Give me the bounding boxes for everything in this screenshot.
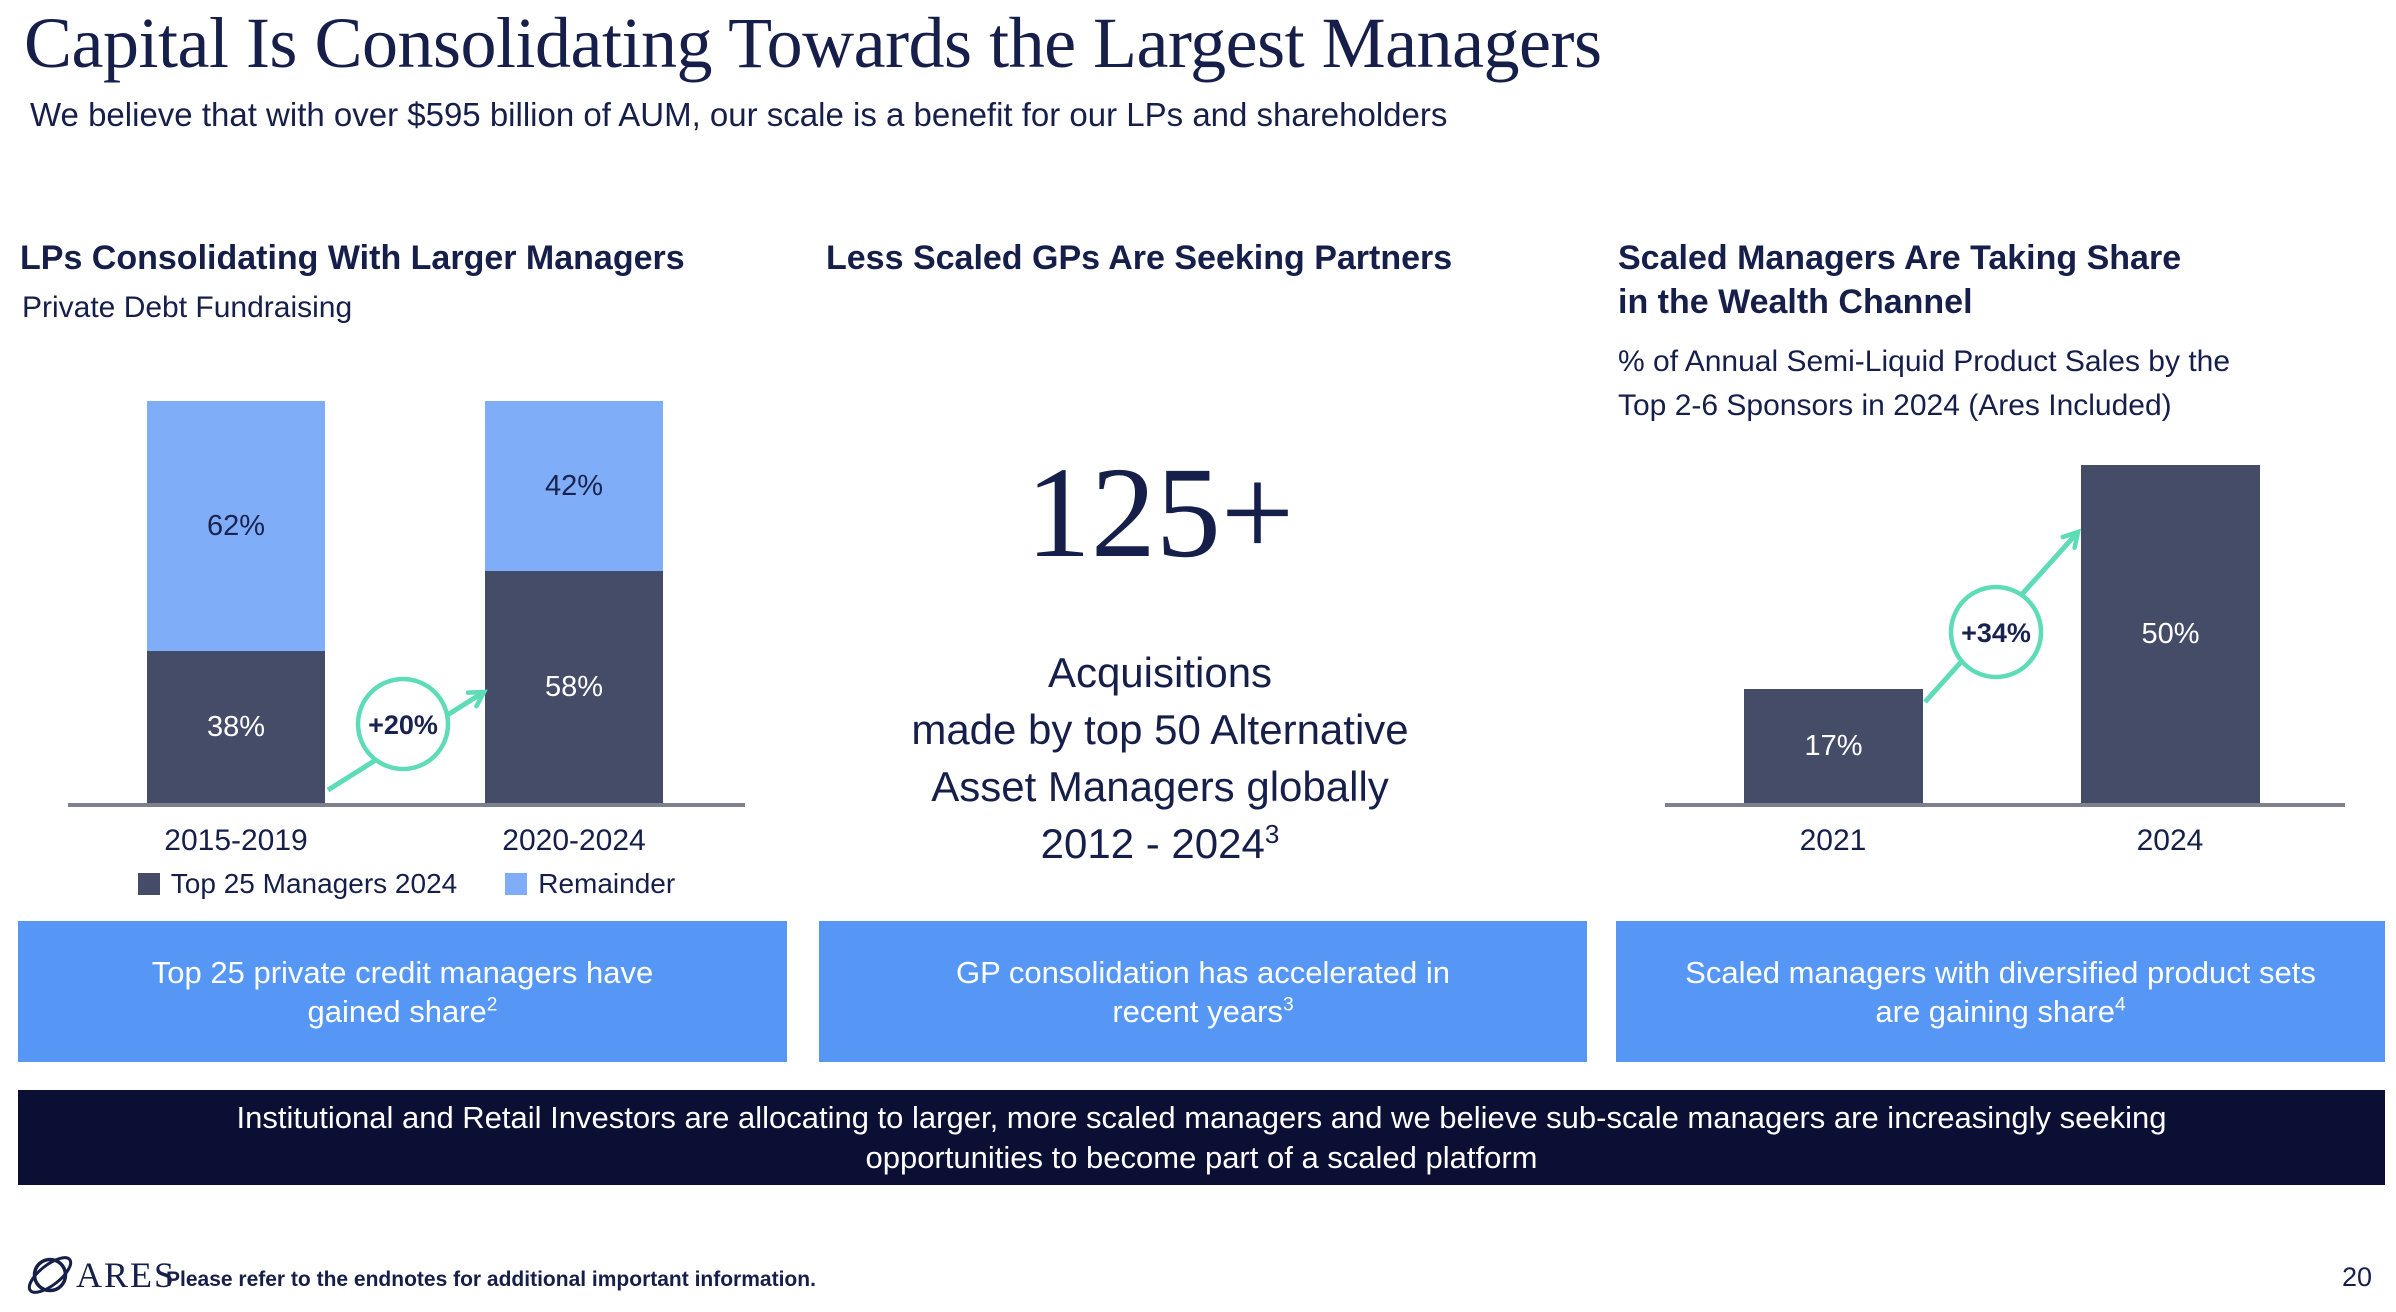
legend-item-remainder: Remainder [505, 868, 675, 900]
endnote-superscript: 3 [1282, 994, 1294, 1016]
right-panel-heading-line1: Scaled Managers Are Taking Share [1618, 239, 2182, 277]
growth-circle [355, 676, 451, 772]
right-callout-banner: Scaled managers with diversified product… [1616, 921, 2385, 1062]
right-panel-heading-line2: in the Wealth Channel [1618, 283, 1973, 321]
growth-arrow [1923, 528, 2082, 704]
legend-item-top25: Top 25 Managers 2024 [137, 868, 458, 900]
right-panel-subheading-line1: % of Annual Semi-Liquid Product Sales by… [1618, 345, 2231, 378]
acquisitions-stat: 125+ [1025, 441, 1295, 585]
description-line: Asset Managers globally [931, 763, 1389, 810]
logo-wordmark: ARES [76, 1255, 176, 1295]
growth-annotation-label: +20% [368, 710, 438, 740]
description-line: 2012 - 20243 [1040, 819, 1280, 867]
left-panel-subheading: Private Debt Fundraising [22, 291, 353, 324]
description-line: Acquisitions [1047, 649, 1273, 696]
left-chart-category-label: 2015-2019 [164, 824, 308, 857]
legend-swatch-dark [137, 873, 160, 895]
right-chart-bar-2024: 50% [2081, 465, 2260, 803]
summary-banner: Institutional and Retail Investors are a… [18, 1090, 2385, 1185]
callout-text: Top 25 private credit managers have gain… [151, 954, 654, 1029]
slide-title: Capital Is Consolidating Towards the Lar… [24, 3, 1602, 83]
left-chart-category-label: 2020-2024 [502, 824, 646, 857]
left-chart-bar-2015-2019-top25: 38% [147, 651, 325, 803]
page-number: 20 [2341, 1262, 2372, 1292]
left-chart-bar-2015-2019-remainder: 62% [147, 401, 325, 651]
bar-value-label: 38% [206, 710, 266, 743]
right-chart-bar-2021: 17% [1744, 689, 1923, 803]
left-chart-bar-2020-2024-remainder: 42% [485, 401, 663, 571]
right-panel-subheading-line2: Top 2-6 Sponsors in 2024 (Ares Included) [1618, 389, 2172, 422]
callout-text: GP consolidation has accelerated in rece… [955, 954, 1451, 1029]
banner-line: opportunities to become part of a scaled… [865, 1139, 1538, 1175]
right-chart-x-axis [1665, 803, 2345, 807]
middle-callout-banner: GP consolidation has accelerated in rece… [819, 921, 1587, 1062]
acquisitions-description: Acquisitions made by top 50 Alternative … [822, 644, 1498, 872]
endnote-superscript: 3 [1264, 819, 1280, 849]
callout-text: Scaled managers with diversified product… [1685, 954, 2316, 1029]
legend-swatch-light [505, 873, 528, 895]
legend-label: Remainder [538, 868, 676, 899]
left-chart-x-axis [68, 803, 745, 807]
middle-panel-heading: Less Scaled GPs Are Seeking Partners [826, 239, 1453, 277]
bar-value-label: 50% [2141, 617, 2200, 650]
left-chart-bar-2020-2024-top25: 58% [485, 571, 663, 803]
bar-value-label: 58% [544, 670, 604, 703]
right-chart-category-label: 2024 [2136, 824, 2204, 857]
left-panel-heading: LPs Consolidating With Larger Managers [20, 239, 685, 277]
orbit-icon [27, 1256, 73, 1294]
bar-value-label: 62% [206, 509, 266, 542]
left-callout-banner: Top 25 private credit managers have gain… [18, 921, 787, 1062]
growth-annotation-label: +34% [1961, 618, 2031, 648]
endnote-superscript: 2 [486, 994, 498, 1016]
right-chart-category-label: 2021 [1799, 824, 1867, 857]
slide-subtitle: We believe that with over $595 billion o… [30, 96, 1448, 133]
footnote: Please refer to the endnotes for additio… [166, 1268, 816, 1291]
growth-arrow [326, 689, 488, 793]
left-chart-legend: Top 25 Managers 2024 Remainder [68, 868, 745, 900]
growth-circle [1948, 584, 2044, 680]
legend-label: Top 25 Managers 2024 [170, 868, 458, 899]
banner-line: Institutional and Retail Investors are a… [236, 1099, 2167, 1135]
description-line: made by top 50 Alternative [911, 706, 1409, 753]
bar-value-label: 17% [1804, 729, 1863, 762]
endnote-superscript: 4 [2114, 994, 2126, 1016]
bar-value-label: 42% [544, 469, 604, 502]
